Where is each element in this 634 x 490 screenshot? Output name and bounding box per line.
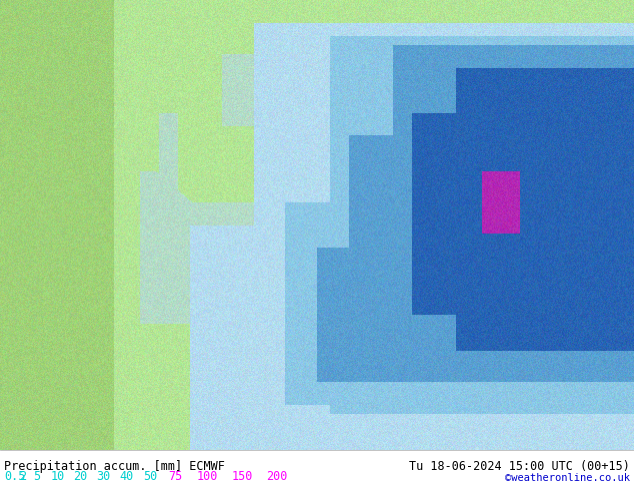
Text: 40: 40	[120, 470, 134, 483]
Text: 100: 100	[197, 470, 218, 483]
Text: 10: 10	[51, 470, 65, 483]
Text: 75: 75	[168, 470, 182, 483]
Text: 30: 30	[96, 470, 110, 483]
Text: 200: 200	[266, 470, 288, 483]
Text: 20: 20	[74, 470, 87, 483]
Text: 50: 50	[143, 470, 157, 483]
Text: 150: 150	[231, 470, 253, 483]
Text: 0.5: 0.5	[4, 470, 26, 483]
Text: ©weatheronline.co.uk: ©weatheronline.co.uk	[505, 473, 630, 483]
Text: 5: 5	[33, 470, 40, 483]
Text: Precipitation accum. [mm] ECMWF: Precipitation accum. [mm] ECMWF	[4, 460, 224, 473]
Text: Tu 18-06-2024 15:00 UTC (00+15): Tu 18-06-2024 15:00 UTC (00+15)	[410, 460, 630, 473]
Text: 2: 2	[19, 470, 26, 483]
